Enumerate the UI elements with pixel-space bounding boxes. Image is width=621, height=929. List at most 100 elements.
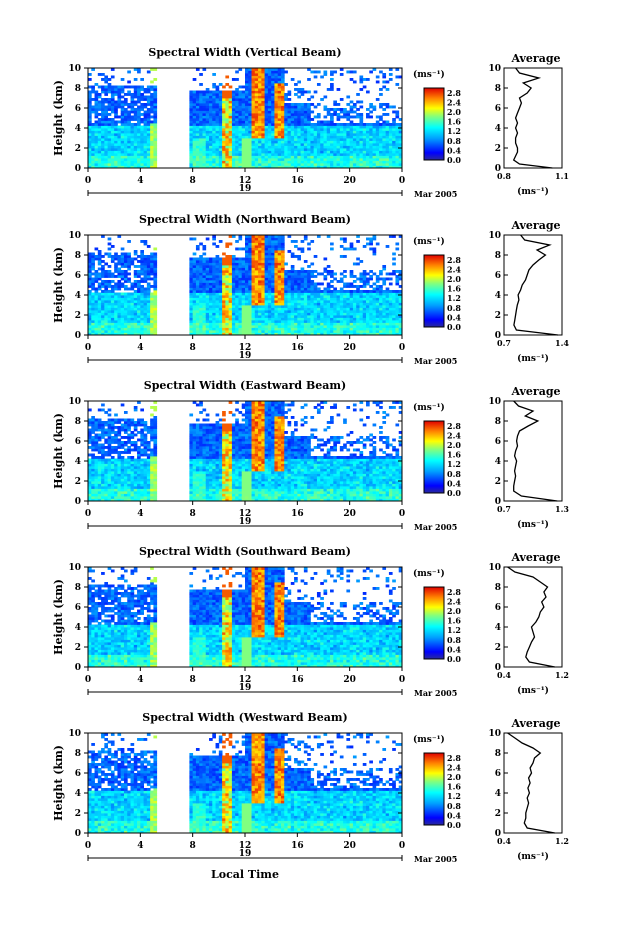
heatmap-cell — [88, 118, 92, 121]
heatmap-cell — [88, 145, 92, 149]
heatmap-cell — [323, 270, 328, 273]
heatmap-cell — [274, 163, 279, 166]
heatmap-cell — [238, 135, 243, 139]
heatmap-cell — [199, 322, 203, 326]
heatmap-cell — [297, 118, 301, 121]
heatmap-cell — [133, 317, 138, 321]
heatmap-cell — [189, 143, 194, 146]
heatmap-cell — [248, 115, 252, 119]
heatmap-cell — [297, 148, 301, 151]
heatmap-cell — [294, 330, 298, 333]
heatmap-cell — [123, 330, 128, 333]
heatmap-cell — [231, 130, 236, 134]
heatmap-cell — [284, 108, 288, 111]
heatmap-cell — [215, 145, 220, 149]
heatmap-cell — [375, 148, 380, 151]
heatmap-cell — [379, 123, 383, 126]
heatmap-cell — [212, 148, 216, 151]
heatmap-cell — [369, 277, 373, 281]
heatmap-cell — [261, 260, 266, 263]
heatmap-cell — [228, 317, 233, 321]
heatmap-cell — [245, 310, 249, 313]
heatmap-cell — [212, 330, 216, 333]
heatmap-cell — [349, 285, 354, 288]
heatmap-cell — [349, 292, 354, 296]
heatmap-cell — [251, 113, 256, 116]
heatmap-cell — [215, 118, 220, 121]
heatmap-cell — [297, 155, 301, 159]
heatmap-cell — [362, 285, 367, 288]
heatmap-cell — [274, 257, 279, 261]
heatmap-cell — [189, 118, 194, 121]
heatmap-cell — [94, 93, 99, 96]
heatmap-cell — [146, 98, 151, 101]
heatmap-cell — [228, 108, 233, 111]
heatmap-cell — [231, 123, 236, 126]
heatmap-cell — [254, 300, 259, 303]
heatmap-cell — [294, 315, 298, 318]
heatmap-cell — [94, 310, 99, 313]
heatmap-cell — [297, 287, 301, 291]
heatmap-cell — [238, 237, 243, 241]
heatmap-cell — [313, 330, 318, 333]
heatmap-cell — [271, 125, 275, 129]
heatmap-cell — [300, 312, 305, 316]
heatmap-cell — [192, 160, 197, 164]
heatmap-cell — [114, 138, 118, 141]
heatmap-cell — [209, 320, 213, 323]
heatmap-cell — [212, 307, 216, 311]
heatmap-cell — [356, 292, 360, 296]
heatmap-cell — [323, 322, 328, 326]
heatmap-cell — [215, 90, 220, 94]
heatmap-cell — [251, 240, 256, 243]
heatmap-cell — [120, 322, 125, 326]
heatmap-cell — [287, 118, 292, 121]
heatmap-cell — [258, 312, 262, 316]
heatmap-cell — [267, 80, 272, 84]
heatmap-cell — [245, 163, 249, 166]
heatmap-cell — [120, 128, 125, 131]
heatmap-cell — [248, 108, 252, 111]
heatmap-cell — [346, 118, 351, 121]
heatmap-cell — [362, 330, 367, 333]
heatmap-cell — [339, 155, 344, 159]
heatmap-cell — [362, 277, 367, 281]
heatmap-cell — [300, 322, 305, 326]
heatmap-cell — [205, 163, 210, 166]
heatmap-cell — [388, 155, 393, 159]
heatmap-cell — [97, 295, 102, 298]
heatmap-cell — [130, 317, 135, 321]
heatmap-cell — [192, 165, 197, 169]
heatmap-cell — [222, 262, 226, 266]
heatmap-cell — [316, 330, 321, 333]
heatmap-cell — [343, 145, 347, 149]
heatmap-cell — [235, 88, 239, 91]
heatmap-cell — [97, 125, 102, 129]
heatmap-cell — [359, 158, 364, 161]
heatmap-cell — [375, 165, 380, 169]
heatmap-cell — [199, 165, 203, 169]
heatmap-cell — [280, 260, 285, 263]
heatmap-cell — [127, 85, 131, 89]
heatmap-cell — [127, 130, 131, 134]
heatmap-cell — [280, 100, 285, 104]
heatmap-cell — [209, 280, 213, 283]
heatmap-cell — [235, 113, 239, 116]
heatmap-cell — [280, 138, 285, 141]
heatmap-cell — [261, 118, 266, 121]
heatmap-cell — [310, 327, 315, 331]
heatmap-cell — [133, 88, 138, 91]
heatmap-cell — [189, 110, 194, 114]
heatmap-cell — [209, 277, 213, 281]
heatmap-cell — [294, 287, 298, 291]
heatmap-cell — [316, 325, 321, 328]
heatmap-cell — [277, 262, 282, 266]
heatmap-cell — [195, 315, 200, 318]
heatmap-cell — [150, 325, 154, 328]
heatmap-cell — [271, 272, 275, 276]
heatmap-cell — [88, 105, 92, 109]
heatmap-cell — [94, 332, 99, 336]
heatmap-cell — [303, 320, 308, 323]
heatmap-cell — [346, 153, 351, 156]
heatmap-cell — [88, 90, 92, 94]
